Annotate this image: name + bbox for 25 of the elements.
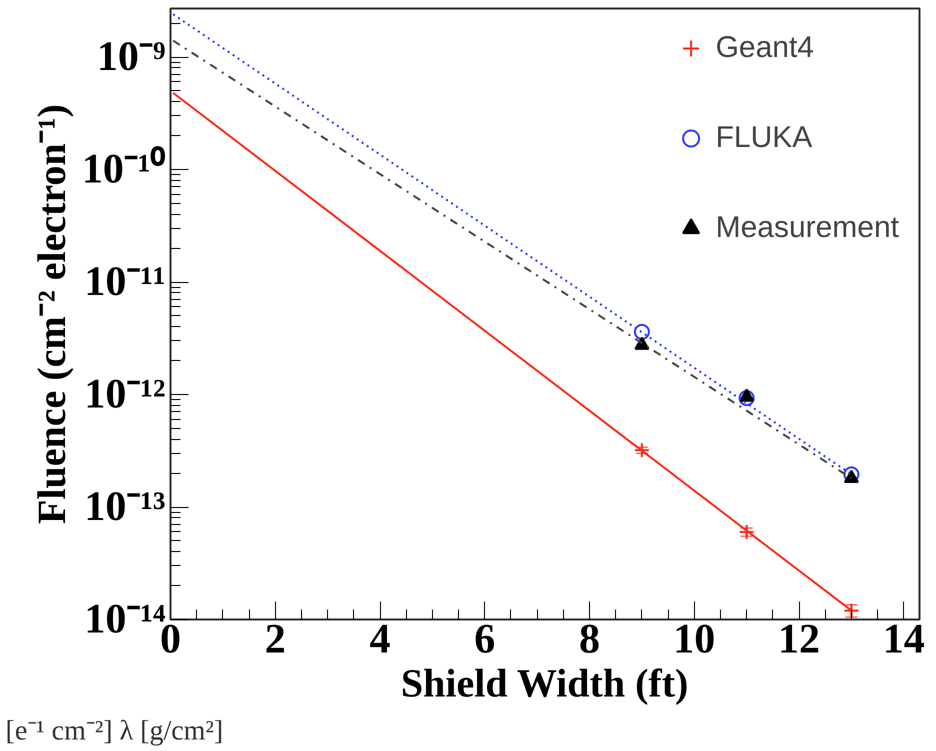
- point: [634, 442, 650, 458]
- legend-label: Geant4: [716, 31, 814, 65]
- x-tick-label: 14: [882, 616, 925, 662]
- x-tick-label: 10: [673, 616, 716, 662]
- text: [e⁻¹ cm⁻²] λ [g/cm²]: [6, 716, 224, 746]
- point: [738, 524, 755, 540]
- point: [634, 336, 650, 350]
- y-tick-label: 10⁻¹³: [84, 484, 166, 530]
- point: [844, 470, 859, 484]
- x-tick-label: 8: [579, 616, 600, 662]
- legend-label: FLUKA: [716, 121, 812, 155]
- point: [634, 324, 650, 340]
- x-tick-label: 2: [264, 616, 286, 662]
- point: [738, 390, 755, 406]
- y-tick-label: 10⁻⁹: [96, 34, 166, 80]
- y-tick-label: 10⁻¹⁰: [82, 146, 166, 193]
- x-axis-title: Shield Width (ft): [400, 660, 688, 706]
- x-tick-label: 4: [370, 616, 391, 662]
- y-tick-label: 10⁻¹¹: [84, 259, 166, 306]
- y-axis-title: Fluence (cm⁻² electron⁻¹): [28, 104, 74, 524]
- x-tick-label: 12: [778, 616, 820, 662]
- x-tick-label: 6: [474, 616, 496, 662]
- y-tick-label: 10⁻¹²: [84, 372, 166, 418]
- legend-label: Measurement: [716, 211, 899, 245]
- point: [739, 388, 754, 402]
